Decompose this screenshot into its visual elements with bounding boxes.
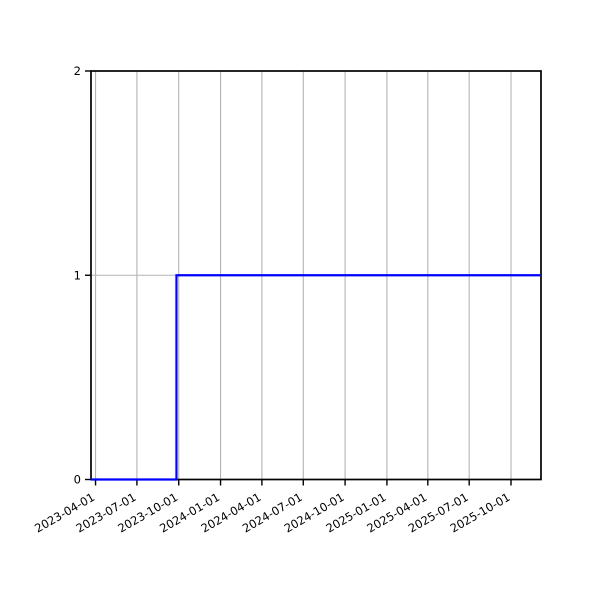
y-tick-label: 1 (74, 268, 81, 282)
step-line (91, 274, 541, 481)
y-tick-label: 2 (74, 64, 81, 78)
y-tick-label: 0 (74, 473, 81, 487)
